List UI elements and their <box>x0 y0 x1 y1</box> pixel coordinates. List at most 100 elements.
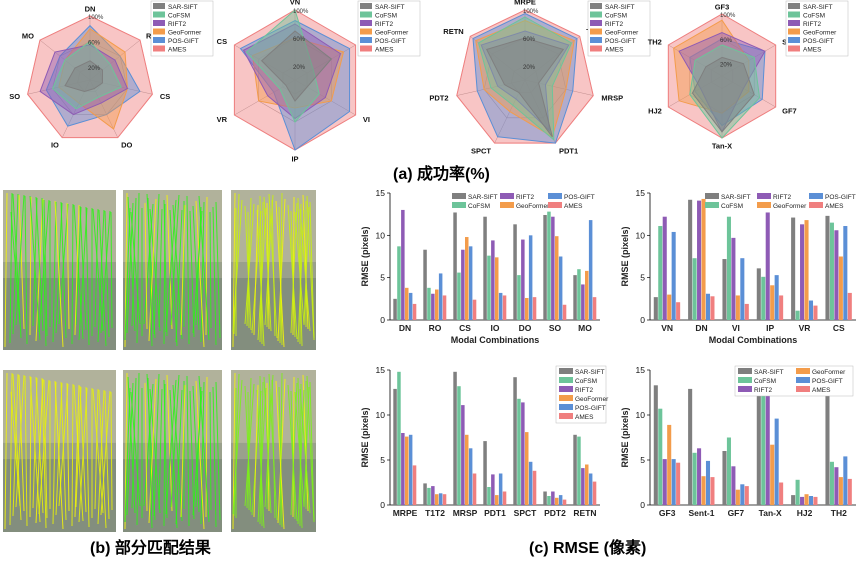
bar-rift2 <box>731 466 736 505</box>
y-tick-label: 5 <box>380 455 385 465</box>
radar-axis-label: MRPE <box>514 0 536 7</box>
bar-ames <box>562 499 567 505</box>
y-axis-label: RMSE (pixels) <box>620 226 630 286</box>
match-line <box>147 197 153 347</box>
bar-pos-gift <box>588 220 593 320</box>
match-line <box>297 209 305 343</box>
match-line <box>299 208 311 332</box>
x-tick-label: GF7 <box>728 508 745 518</box>
bar-legend: SAR-SIFT CoFSM RIFT2 GeoFormer POS-GIFT AMES <box>555 365 609 424</box>
match-line <box>149 388 161 514</box>
legend-label: RIFT2 <box>168 21 186 28</box>
match-line <box>130 211 141 325</box>
match-line <box>18 374 25 512</box>
match-line <box>66 382 70 512</box>
bar-ames <box>472 299 477 320</box>
bar-geoformer <box>435 289 439 320</box>
bar-ames <box>472 473 477 505</box>
bar-cofsm <box>547 496 551 505</box>
bar-cofsm <box>547 211 551 320</box>
match-line <box>180 384 186 518</box>
match-line <box>279 192 283 344</box>
bar-sar-sift <box>722 451 727 505</box>
bar-pos-gift <box>408 434 413 505</box>
radar-series-pos-gift <box>239 19 351 151</box>
bar-sar-sift <box>825 215 830 320</box>
bar-cofsm <box>397 371 401 505</box>
match-line <box>131 197 137 327</box>
match-result-image-2 <box>123 190 222 350</box>
legend-label: CoFSM <box>754 378 776 385</box>
match-line <box>189 390 195 520</box>
match-line <box>147 377 153 529</box>
legend-swatch <box>153 20 165 26</box>
legend-label: CoFSM <box>803 13 825 20</box>
bar-rift2 <box>521 239 525 320</box>
match-line <box>309 381 315 521</box>
match-line <box>29 196 32 336</box>
y-tick-label: 15 <box>376 188 386 198</box>
legend-swatch <box>559 413 573 419</box>
radar-axis-label: RETN <box>443 27 463 36</box>
legend-swatch <box>796 386 810 392</box>
x-tick-label: CS <box>833 323 845 333</box>
match-line <box>189 210 195 338</box>
bar-geoformer <box>735 489 740 505</box>
match-line <box>131 377 137 509</box>
x-tick-label: DN <box>399 323 411 333</box>
radar-axis-label: SPCT <box>471 147 491 156</box>
bar-cofsm <box>829 461 834 505</box>
bar-ames <box>676 302 681 320</box>
bar-geoformer <box>435 494 439 505</box>
bar-pos-gift <box>808 496 814 505</box>
match-line <box>205 376 208 518</box>
match-line <box>163 203 166 345</box>
legend-swatch <box>153 28 165 35</box>
match-line <box>209 391 212 511</box>
legend-label: POS-GIFT <box>564 194 595 201</box>
radar-axis-label: VI <box>363 115 370 124</box>
match-line <box>165 199 177 333</box>
legend-swatch <box>788 3 800 9</box>
match-line <box>292 376 295 518</box>
radar-ring-label: 60% <box>720 38 733 44</box>
legend-swatch <box>360 20 372 26</box>
bar-geoformer <box>465 434 469 505</box>
match-line <box>143 203 154 325</box>
bar-sar-sift <box>688 388 693 505</box>
radar-chart-3: 20%60%100%MRPET1T2MRSPPDT1SPCTPDT2RETNSA… <box>429 0 651 156</box>
match-line <box>165 379 177 515</box>
y-tick-label: 15 <box>636 188 646 198</box>
legend-label: CoFSM <box>575 378 597 385</box>
match-line <box>54 200 64 348</box>
legend-label: GeoFormer <box>375 30 409 37</box>
match-line <box>209 211 212 329</box>
match-line <box>172 384 183 522</box>
match-line <box>15 374 25 508</box>
y-tick-label: 0 <box>640 500 645 510</box>
y-tick-label: 15 <box>636 365 646 375</box>
legend-swatch <box>153 45 165 52</box>
match-line <box>4 192 8 348</box>
bar-geoformer <box>838 256 843 320</box>
bar-geoformer <box>701 198 706 320</box>
match-line <box>10 211 21 325</box>
match-line <box>170 374 180 508</box>
match-line <box>4 372 8 530</box>
match-line <box>186 195 190 345</box>
radar-chart-2: 20%60%100%VNDNVIIPVRCSSAR-SIFTCoFSMRIFT2… <box>217 0 421 163</box>
match-line <box>29 195 41 341</box>
bar-pos-gift <box>808 300 814 320</box>
bar-cofsm <box>761 276 766 320</box>
legend-swatch <box>360 37 372 43</box>
bar-pos-gift <box>528 235 533 320</box>
match-line <box>52 201 57 343</box>
bar-pos-gift <box>705 460 711 505</box>
bar-ames <box>847 292 852 320</box>
bar-ames <box>442 295 447 320</box>
bar-sar-sift <box>573 275 577 320</box>
bar-rift2 <box>800 224 805 320</box>
caption-success-rate: (a) 成功率(%) <box>393 166 490 183</box>
match-line <box>110 391 113 511</box>
